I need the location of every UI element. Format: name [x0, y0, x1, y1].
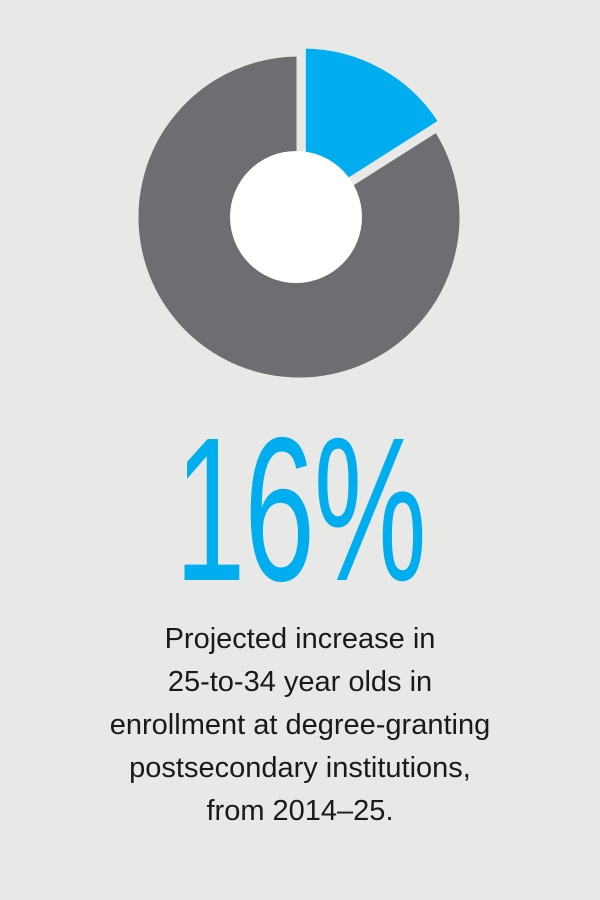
headline-percentage: 16% [0, 405, 600, 615]
caption-line-3: enrollment at degree-granting [109, 709, 491, 741]
caption: Projected increase in 25-to-34 year olds… [50, 618, 550, 833]
caption-line-1: Projected increase in [164, 623, 436, 655]
caption-line-4: postsecondary institutions, [129, 752, 471, 784]
caption-line-2: 25-to-34 year olds in [167, 666, 433, 698]
caption-line-5: from 2014–25. [206, 795, 394, 827]
donut-chart [133, 43, 465, 383]
headline-value: 16% [174, 395, 427, 624]
donut-hole [230, 151, 362, 283]
